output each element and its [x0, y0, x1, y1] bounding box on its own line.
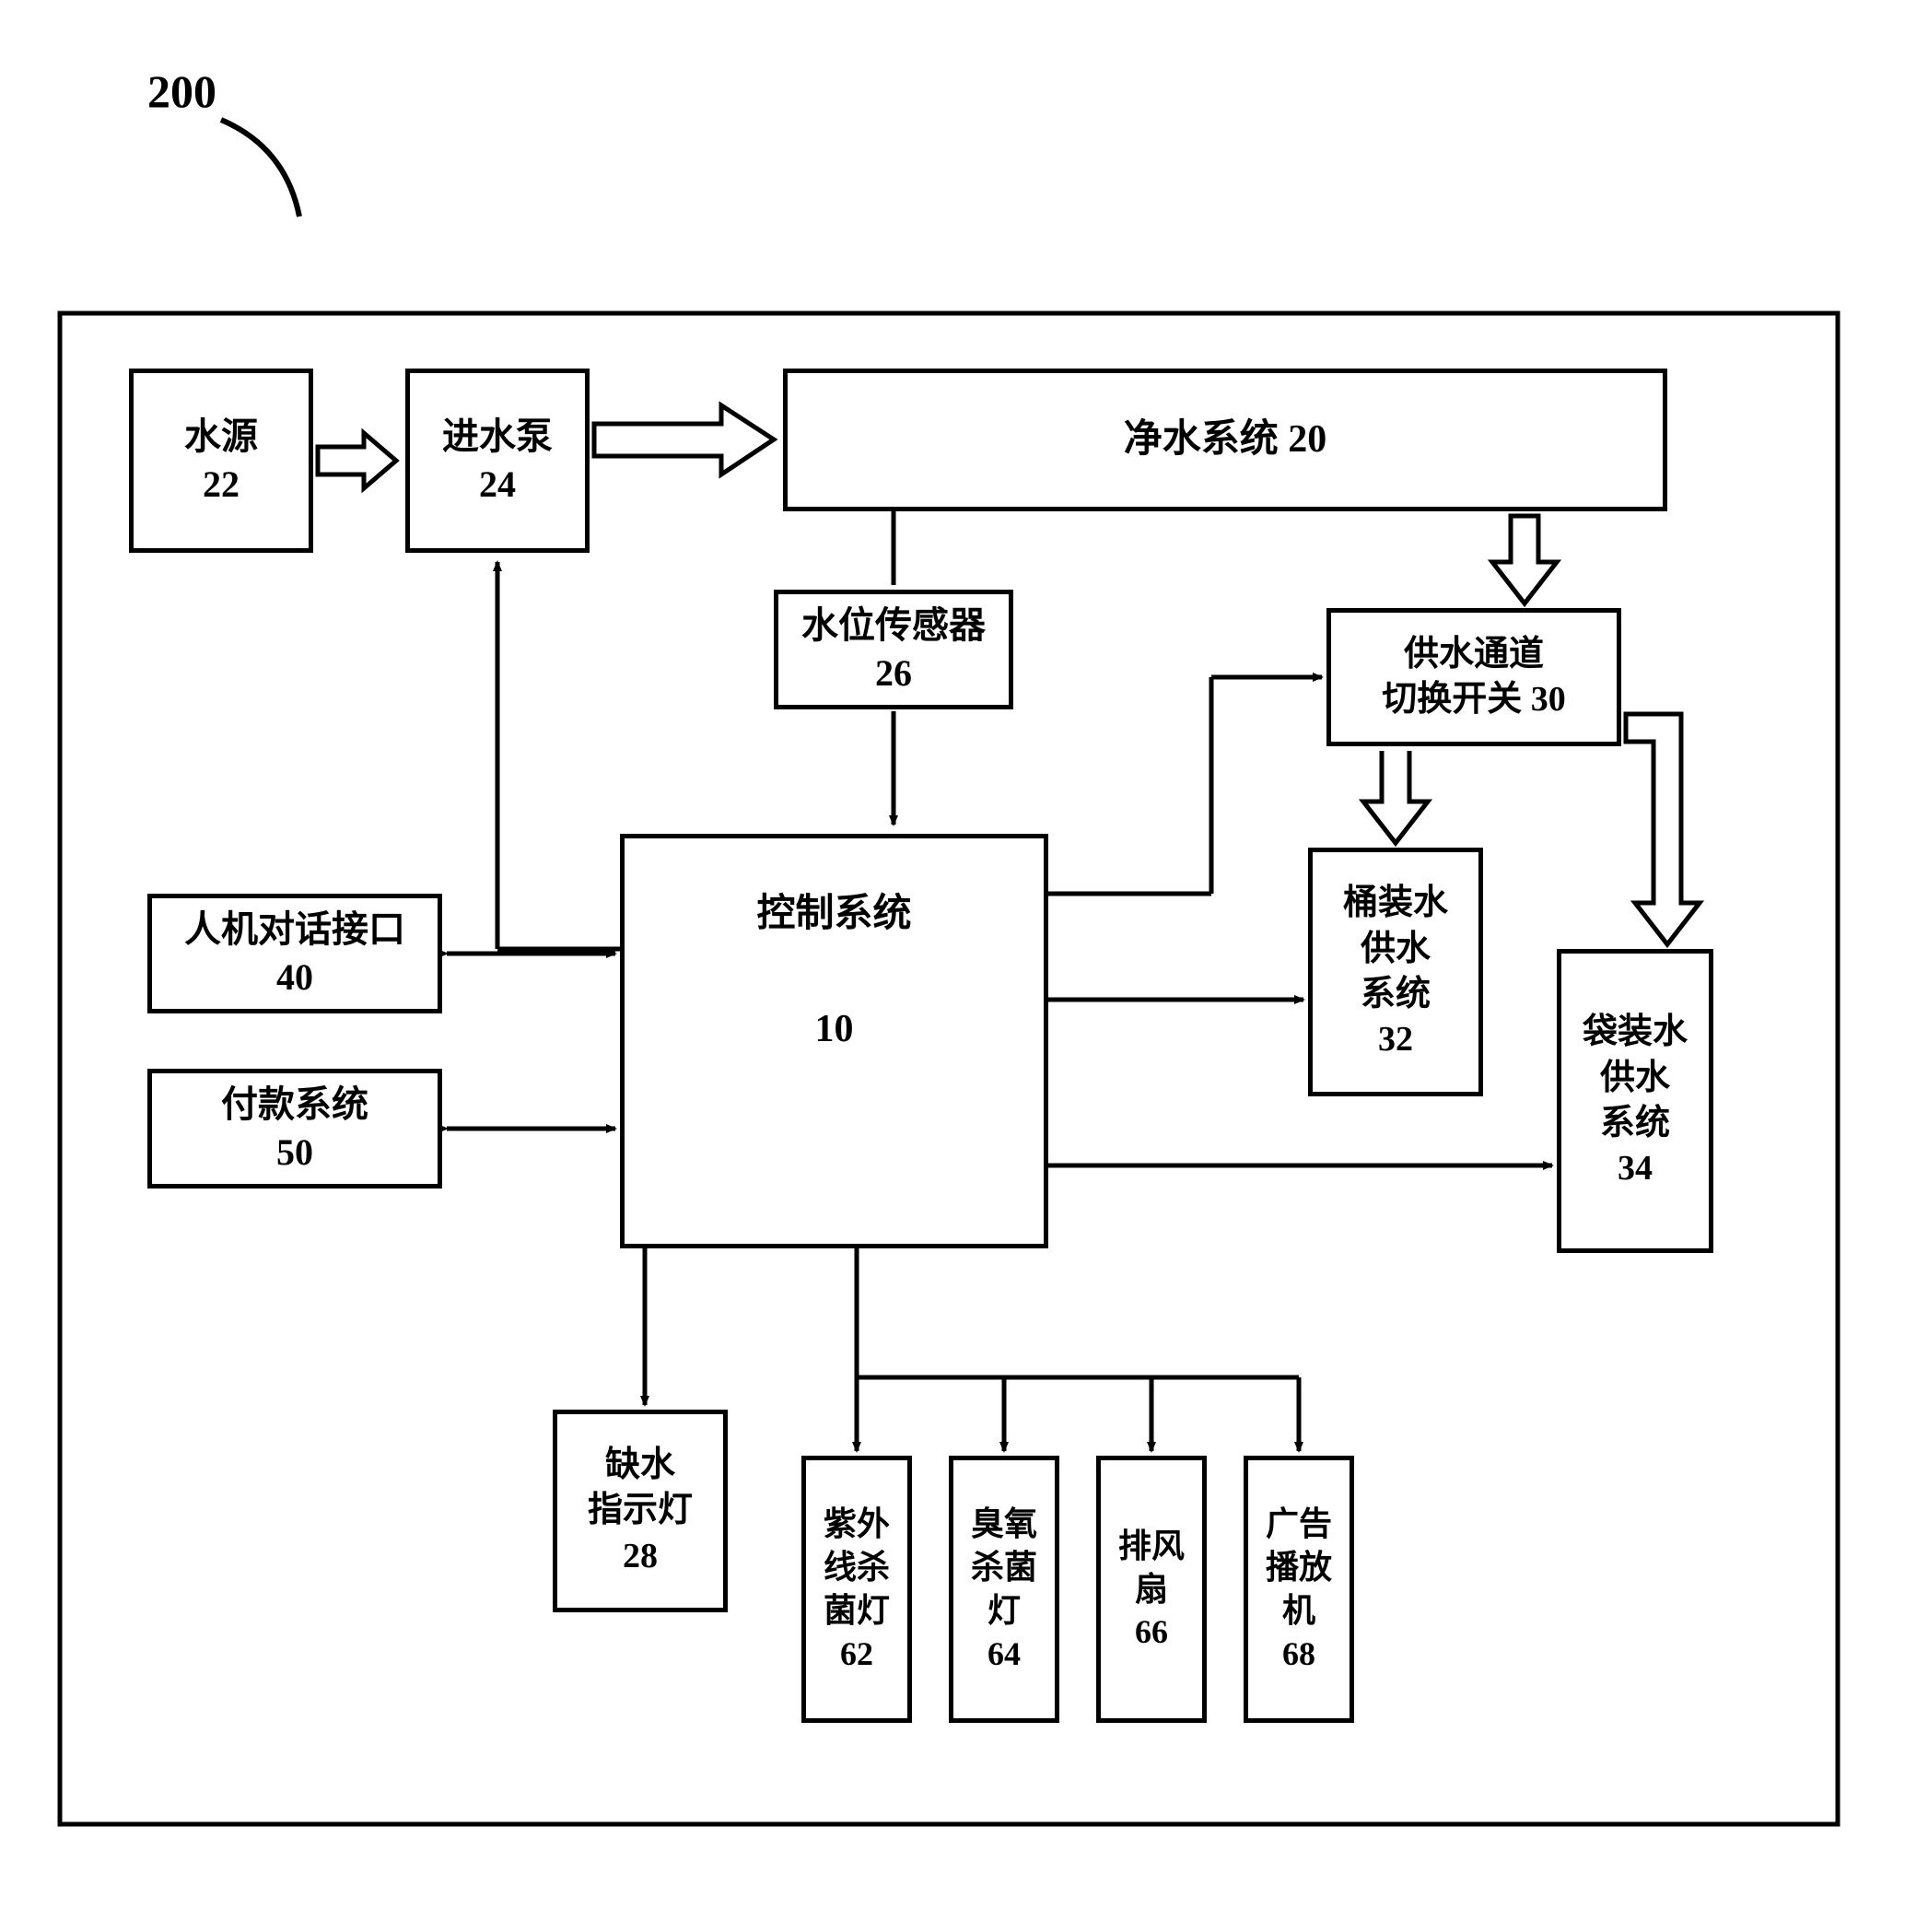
block-ref: 40 [276, 954, 313, 1001]
block-payment-system: 付款系统 50 [147, 1069, 442, 1188]
block-ref: 32 [1378, 1017, 1413, 1062]
block-label: 供水通道 [1404, 632, 1544, 677]
block-ref: 50 [276, 1129, 313, 1177]
block-water-shortage-led: 缺水 指示灯 28 [553, 1410, 728, 1612]
block-label2: 扇 [1135, 1568, 1168, 1611]
block-label: 净水系统 20 [1124, 415, 1327, 465]
block-label: 排风 [1118, 1525, 1185, 1568]
block-supply-channel-switch: 供水通道 切换开关 30 [1326, 608, 1621, 746]
block-label2: 播放 [1266, 1546, 1332, 1589]
block-ref: 62 [840, 1633, 873, 1676]
block-label3: 系统 [1361, 972, 1431, 1017]
block-label2: 线杀 [824, 1546, 890, 1589]
block-uv-lamp: 紫外 线杀 菌灯 62 [801, 1456, 912, 1723]
block-label2: 切换开关 30 [1382, 677, 1566, 722]
block-label3: 系统 [1600, 1101, 1670, 1146]
block-ref: 26 [875, 650, 912, 697]
block-label: 缺水 [605, 1443, 675, 1488]
block-ref: 10 [815, 1004, 854, 1055]
block-label: 付款系统 [221, 1081, 368, 1129]
block-label3: 机 [1282, 1589, 1315, 1633]
block-label: 进水泵 [442, 413, 553, 461]
block-label: 水源 [184, 413, 258, 461]
block-label: 控制系统 [756, 889, 911, 940]
block-label2: 供水 [1600, 1056, 1670, 1101]
block-label: 紫外 [824, 1503, 890, 1546]
block-water-level-sensor: 水位传感器 26 [774, 590, 1013, 709]
block-bag-supply-system: 袋装水 供水 系统 34 [1557, 949, 1713, 1253]
block-ref: 24 [479, 461, 516, 509]
block-ref: 28 [623, 1534, 658, 1579]
block-label: 袋装水 [1583, 1010, 1688, 1055]
block-exhaust-fan: 排风 扇 66 [1096, 1456, 1207, 1723]
block-label: 广告 [1266, 1503, 1332, 1546]
block-ref: 22 [203, 461, 240, 509]
block-label: 水位传感器 [801, 602, 986, 650]
block-ref: 64 [987, 1633, 1021, 1676]
block-label: 桶装水 [1343, 881, 1448, 926]
block-barrel-supply-system: 桶装水 供水 系统 32 [1308, 848, 1483, 1096]
block-purification-system: 净水系统 20 [783, 369, 1667, 511]
block-water-source: 水源 22 [129, 369, 313, 553]
block-ref: 34 [1618, 1146, 1653, 1191]
block-ref: 68 [1282, 1633, 1315, 1676]
block-label2: 指示灯 [588, 1488, 693, 1533]
block-label3: 灯 [987, 1589, 1021, 1633]
block-label2: 供水 [1361, 927, 1431, 972]
block-hmi-interface: 人机对话接口 40 [147, 894, 442, 1013]
block-ozone-lamp: 臭氧 杀菌 灯 64 [949, 1456, 1059, 1723]
block-control-system: 控制系统 10 [620, 834, 1048, 1248]
block-ref: 66 [1135, 1610, 1168, 1654]
block-label: 臭氧 [971, 1503, 1037, 1546]
figure-number-label: 200 [147, 64, 216, 118]
block-label2: 杀菌 [971, 1546, 1037, 1589]
block-inlet-pump: 进水泵 24 [405, 369, 590, 553]
block-label3: 菌灯 [824, 1589, 890, 1633]
block-ad-player: 广告 播放 机 68 [1244, 1456, 1354, 1723]
block-label: 人机对话接口 [184, 906, 405, 954]
